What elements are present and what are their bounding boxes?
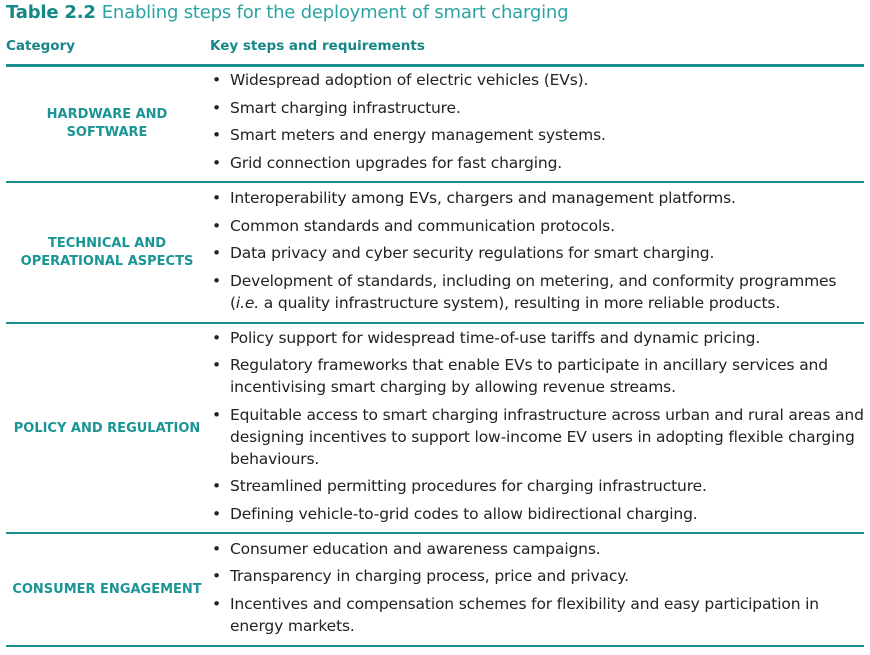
list-item: Widespread adoption of electric vehicles… (208, 69, 864, 91)
table-caption: Enabling steps for the deployment of sma… (101, 2, 569, 23)
list-item: Equitable access to smart charging infra… (208, 404, 864, 470)
steps-list: Policy support for widespread time-of-us… (208, 327, 864, 531)
list-item: Defining vehicle-to-grid codes to allow … (208, 503, 864, 525)
list-item: Incentives and compensation schemes for … (208, 593, 864, 637)
steps-list: Consumer education and awareness campaig… (208, 538, 864, 643)
steps-list: Widespread adoption of electric vehicles… (208, 69, 864, 179)
header-category: Category (6, 38, 76, 54)
row-divider (6, 532, 864, 534)
list-item: Data privacy and cyber security regulati… (208, 242, 864, 264)
category-cell: CONSUMER ENGAGEMENT (12, 582, 202, 597)
category-cell: TECHNICAL AND OPERATIONAL ASPECTS (20, 236, 194, 269)
list-item: Smart meters and energy management syste… (208, 124, 864, 146)
list-item: Smart charging infrastructure. (208, 97, 864, 119)
table-row: TECHNICAL AND OPERATIONAL ASPECTS Intero… (6, 185, 864, 321)
table-number: Table 2.2 (6, 2, 96, 23)
category-cell: HARDWARE AND SOFTWARE (46, 107, 168, 140)
row-divider (6, 322, 864, 324)
list-item: Grid connection upgrades for fast chargi… (208, 152, 864, 174)
header-rule (6, 64, 864, 67)
table-title: Table 2.2 Enabling steps for the deployme… (6, 2, 569, 23)
header-steps: Key steps and requirements (210, 38, 425, 54)
table-bottom-rule (6, 645, 864, 647)
list-item: Transparency in charging process, price … (208, 565, 864, 587)
category-cell: POLICY AND REGULATION (13, 420, 201, 436)
row-divider (6, 181, 864, 183)
list-item: Common standards and communication proto… (208, 215, 864, 237)
table-row: CONSUMER ENGAGEMENT Consumer education a… (6, 536, 864, 644)
steps-list: Interoperability among EVs, chargers and… (208, 187, 864, 319)
table-row: HARDWARE AND SOFTWARE Widespread adoptio… (6, 68, 864, 180)
list-item: Regulatory frameworks that enable EVs to… (208, 354, 864, 398)
list-item: Policy support for widespread time-of-us… (208, 327, 864, 349)
list-item: Interoperability among EVs, chargers and… (208, 187, 864, 209)
list-item: Development of standards, including on m… (208, 270, 864, 314)
list-item: Consumer education and awareness campaig… (208, 538, 864, 560)
table-row: POLICY AND REGULATION Policy support for… (6, 326, 864, 531)
list-item: Streamlined permitting procedures for ch… (208, 475, 864, 497)
